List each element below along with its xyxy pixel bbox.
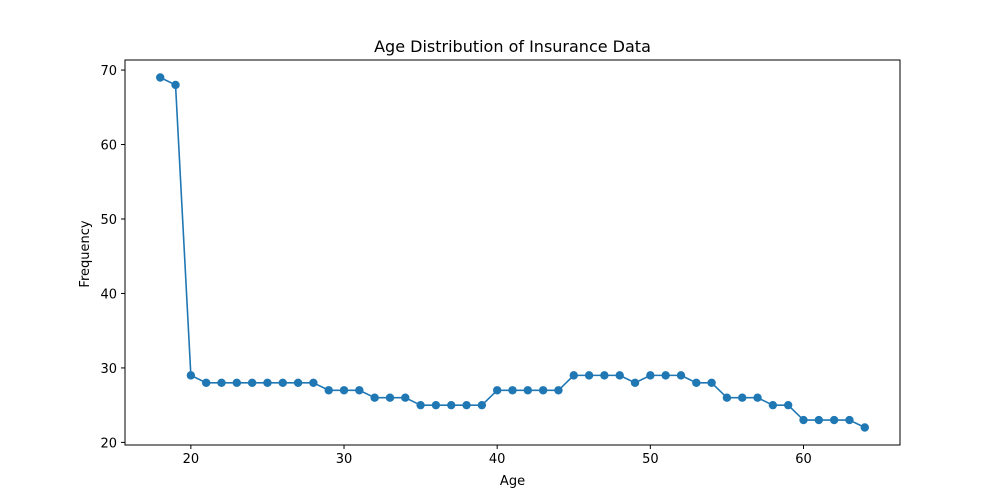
data-point [676, 371, 686, 380]
y-tick-label: 40 [100, 287, 117, 302]
data-point [431, 400, 441, 410]
data-point [462, 400, 471, 410]
data-point [860, 423, 869, 432]
data-point [630, 378, 640, 388]
data-point [768, 400, 778, 410]
data-point [661, 371, 670, 380]
data-point [186, 371, 196, 380]
data-point [477, 400, 487, 410]
data-point [156, 73, 165, 82]
data-point [783, 400, 793, 410]
data-point [584, 371, 594, 380]
data-point [171, 80, 180, 90]
data-point [263, 378, 272, 388]
x-tick-label: 60 [795, 452, 812, 467]
y-axis-title: Frequency [78, 220, 93, 287]
data-point [814, 415, 824, 425]
data-point [247, 378, 257, 388]
data-point [401, 393, 410, 402]
data-point [309, 378, 318, 388]
data-point [554, 386, 563, 395]
data-point [569, 371, 578, 380]
data-point [799, 415, 808, 425]
x-tick-label: 50 [642, 452, 659, 467]
y-tick-label: 30 [100, 362, 117, 377]
y-tick-label: 60 [100, 139, 117, 154]
plot-area [124, 59, 901, 446]
y-tick-label: 50 [100, 213, 117, 228]
data-point [339, 386, 349, 395]
data-point [416, 400, 425, 410]
data-point [508, 386, 517, 395]
x-tick-label: 20 [183, 452, 200, 467]
series-line [159, 76, 866, 429]
data-point [753, 393, 762, 402]
chart-title: Age Distribution of Insurance Data [374, 37, 651, 56]
data-point [646, 371, 655, 380]
data-point [692, 378, 701, 388]
x-axis-title: Age [500, 474, 525, 489]
data-point [722, 393, 732, 402]
data-point [738, 393, 747, 402]
axis-ticks: 20 30 40 50 60 20 30 40 50 60 70 [100, 64, 811, 467]
data-point [385, 393, 395, 402]
data-point [829, 415, 839, 425]
data-point [293, 378, 303, 388]
data-point [324, 386, 333, 395]
data-point [845, 415, 854, 425]
x-tick-label: 30 [336, 452, 353, 467]
data-point [201, 378, 211, 388]
data-point [217, 378, 226, 388]
axes-frame [124, 59, 901, 446]
data-point [278, 378, 287, 388]
data-point [538, 386, 548, 395]
y-tick-label: 20 [100, 436, 117, 451]
data-point [355, 386, 364, 395]
y-tick-label: 70 [100, 64, 117, 79]
data-point [447, 400, 456, 410]
data-point [523, 386, 533, 395]
data-point [707, 378, 716, 388]
data-point [615, 371, 624, 380]
data-point [492, 386, 502, 395]
x-tick-label: 40 [489, 452, 506, 467]
data-point [600, 371, 609, 380]
data-point [232, 378, 242, 388]
data-point [370, 393, 379, 402]
